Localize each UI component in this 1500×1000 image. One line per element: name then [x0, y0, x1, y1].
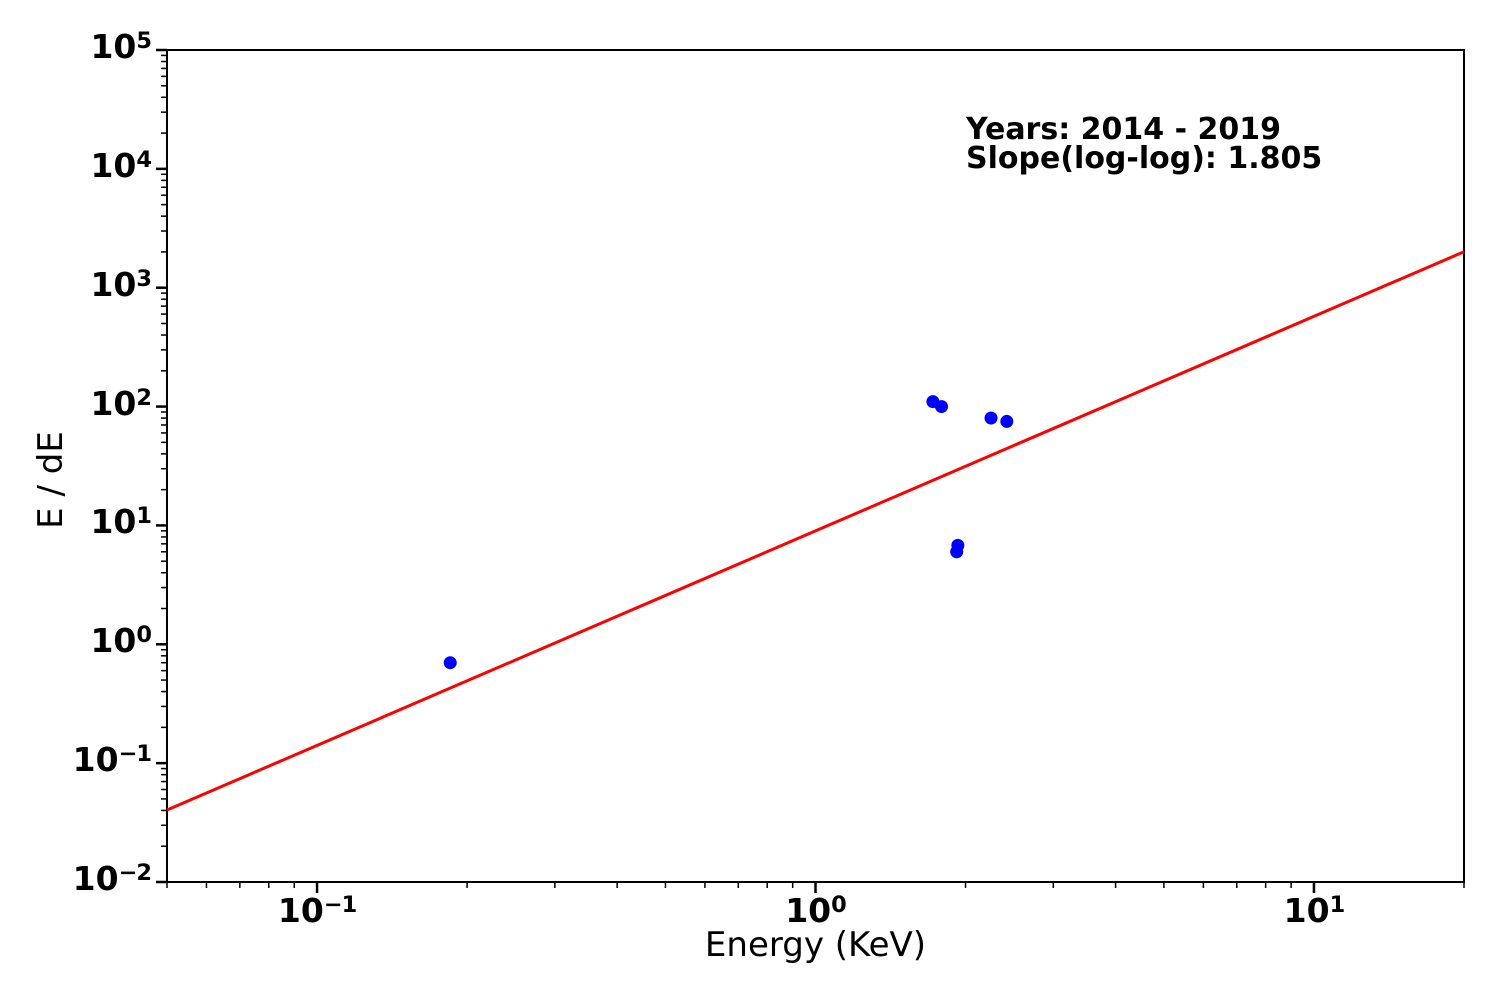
fit-line — [166, 250, 1465, 812]
data-point — [984, 411, 998, 425]
data-point — [1000, 414, 1014, 428]
y-tick-label: 100 — [90, 621, 152, 661]
y-tick-label: 105 — [90, 27, 152, 66]
y-tick-label: 104 — [90, 145, 152, 185]
y-tick-label: 101 — [90, 502, 152, 542]
y-axis-label: E / dE — [31, 431, 71, 529]
y-tick-label: 103 — [90, 264, 152, 304]
y-tick-label: 102 — [90, 383, 152, 423]
data-point — [935, 400, 949, 414]
x-axis-label: Energy (KeV) — [704, 925, 927, 965]
y-tick-label: 10−1 — [72, 740, 152, 780]
x-tick-label: 101 — [1283, 891, 1346, 930]
x-tick-label: 10−1 — [277, 891, 357, 930]
annotation-slope: Slope(log-log): 1.805 — [966, 140, 1323, 176]
annotation-years: Years: 2014 - 2019 — [966, 112, 1281, 147]
x-tick-label: 100 — [785, 891, 847, 930]
annotation-block: Years: 2014 - 2019 Slope(log-log): 1.805 — [966, 112, 1323, 176]
y-tick-label: 10−2 — [72, 859, 152, 898]
data-point — [443, 656, 457, 670]
data-point — [950, 545, 964, 559]
